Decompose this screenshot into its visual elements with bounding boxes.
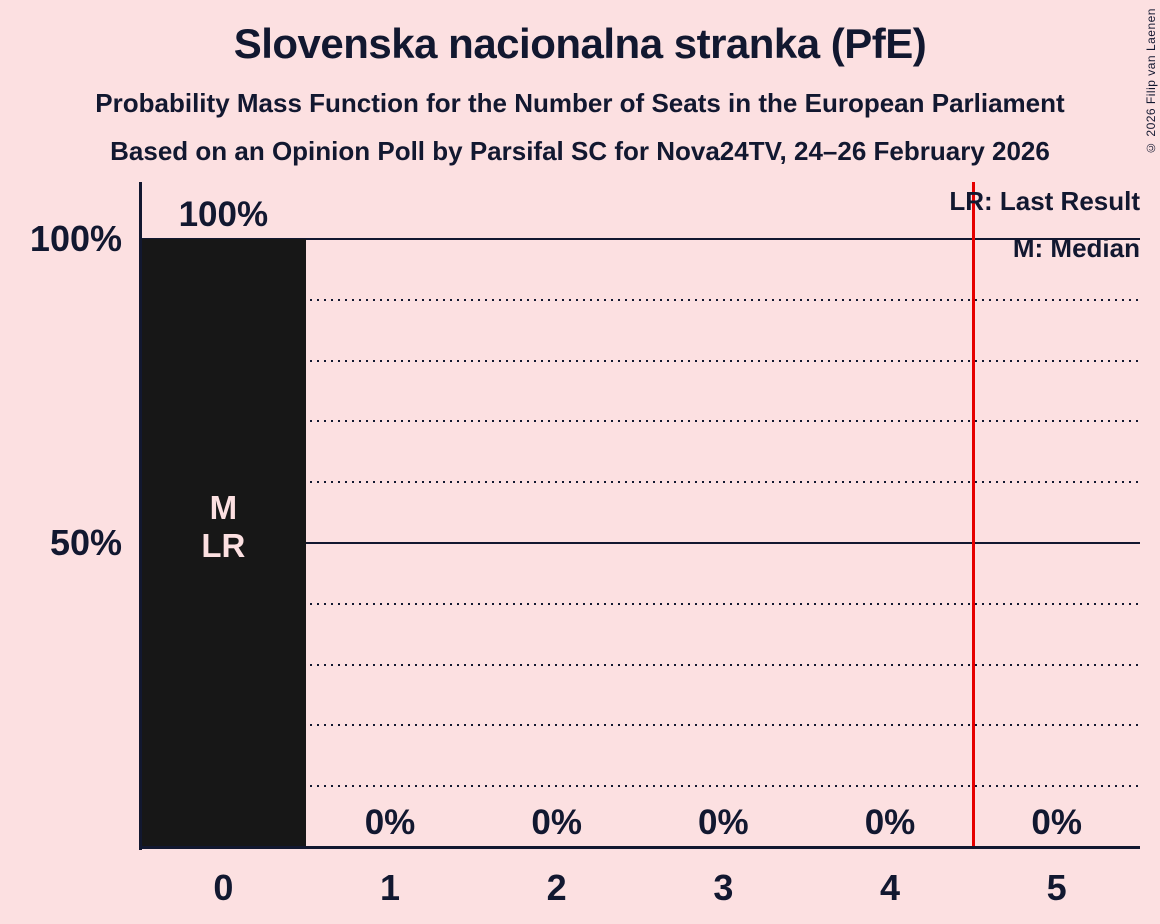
last-result-marker-line <box>971 182 975 847</box>
bar-value-label-2: 0% <box>531 803 582 842</box>
bar-value-label-5: 0% <box>1031 803 1082 842</box>
x-axis-tick-label-1: 1 <box>379 867 400 908</box>
bar-value-label-4: 0% <box>864 803 916 842</box>
bar-annotation-line-lr: LR <box>201 527 246 564</box>
x-axis-tick-label-3: 3 <box>713 867 734 908</box>
gridline-solid-50pct <box>142 542 1140 544</box>
chart-subtitle: Probability Mass Function for the Number… <box>95 88 1065 118</box>
gridline-dotted-10pct <box>142 785 1140 788</box>
y-axis-tick-label-100pct: 100% <box>29 218 122 259</box>
bar-annotation-line-m: M <box>209 489 238 526</box>
legend-last-result: LR: Last Result <box>949 186 1140 216</box>
x-axis-tick-label-2: 2 <box>546 867 567 908</box>
y-axis-line <box>139 182 142 850</box>
bar-seats-0 <box>141 239 306 847</box>
chart-subsubtitle: Based on an Opinion Poll by Parsifal SC … <box>110 136 1050 166</box>
chart-title: Slovenska nacionalna stranka (PfE) <box>233 20 927 67</box>
gridline-dotted-70pct <box>142 420 1140 423</box>
bar-value-label-0: 100% <box>178 195 269 234</box>
gridline-dotted-40pct <box>142 602 1140 605</box>
gridline-dotted-60pct <box>142 481 1140 484</box>
bar-annotation-median-last-result: M LR <box>140 489 307 565</box>
x-axis-tick-label-5: 5 <box>1046 867 1067 908</box>
x-axis-tick-label-0: 0 <box>213 867 234 908</box>
gridline-dotted-80pct <box>142 359 1140 362</box>
y-axis-tick-label-50pct: 50% <box>49 522 122 563</box>
gridline-dotted-20pct <box>142 724 1140 727</box>
x-axis-line <box>139 846 1140 849</box>
gridline-dotted-90pct <box>142 298 1140 301</box>
gridline-dotted-30pct <box>142 663 1140 666</box>
bar-value-label-1: 0% <box>364 803 416 842</box>
x-axis-tick-label-4: 4 <box>879 867 900 908</box>
bar-value-label-3: 0% <box>698 803 749 842</box>
legend-median: M: Median <box>1012 233 1140 263</box>
gridline-solid-100pct <box>142 238 1140 240</box>
